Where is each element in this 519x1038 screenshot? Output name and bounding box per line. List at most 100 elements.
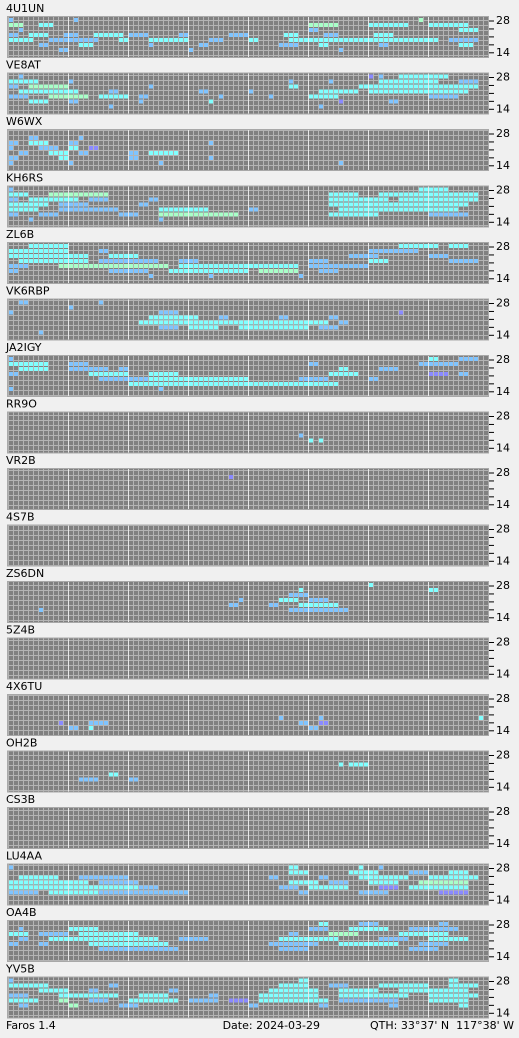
signal-cell	[154, 259, 158, 263]
band-label-bottom: 14	[496, 611, 510, 624]
signal-cell	[164, 377, 168, 381]
signal-cell	[9, 998, 13, 1003]
signal-cell	[119, 937, 123, 941]
signal-cell	[134, 259, 138, 263]
signal-cell	[164, 947, 168, 951]
signal-cell	[469, 983, 473, 988]
signal-cell	[434, 362, 438, 366]
signal-cell	[394, 249, 398, 253]
signal-cell	[84, 192, 88, 197]
signal-cell	[374, 33, 378, 37]
signal-cell	[114, 993, 118, 998]
signal-cell	[29, 998, 33, 1003]
signal-cell	[44, 146, 48, 150]
signal-cell	[439, 942, 443, 946]
signal-cell	[364, 998, 368, 1003]
signal-cell	[149, 197, 153, 202]
signal-cell	[329, 202, 333, 207]
signal-cell	[299, 721, 303, 725]
signal-cell	[474, 259, 478, 263]
signal-cell	[134, 212, 138, 217]
signal-cell	[49, 94, 53, 99]
callsign: ZL6B	[6, 228, 34, 241]
signal-cell	[19, 885, 23, 890]
signal-cell	[184, 259, 188, 263]
signal-cell	[379, 202, 383, 207]
signal-cell	[334, 372, 338, 376]
signal-cell	[329, 932, 333, 936]
signal-cell	[134, 264, 138, 268]
signal-cell	[219, 382, 223, 386]
signal-cell	[74, 890, 78, 895]
signal-cell	[89, 43, 93, 47]
signal-cell	[224, 377, 228, 381]
signal-cell	[74, 192, 78, 197]
signal-cell	[404, 993, 408, 998]
signal-cell	[44, 259, 48, 263]
signal-cell	[349, 932, 353, 936]
signal-cell	[209, 212, 213, 217]
signal-cell	[459, 192, 463, 197]
signal-cell	[254, 325, 258, 330]
signal-cell	[9, 885, 13, 890]
signal-cell	[439, 89, 443, 94]
signal-cell	[119, 1003, 123, 1008]
signal-cell	[74, 38, 78, 42]
signal-cell	[29, 880, 33, 885]
signal-cell	[59, 885, 63, 890]
signal-cell	[19, 362, 23, 366]
signal-cell	[439, 885, 443, 890]
signal-cell	[34, 84, 38, 89]
signal-cell	[354, 998, 358, 1003]
signal-cell	[434, 84, 438, 89]
signal-cell	[274, 320, 278, 325]
signal-cell	[419, 932, 423, 936]
signal-cell	[304, 593, 308, 597]
signal-cell	[209, 377, 213, 381]
signal-cell	[14, 880, 18, 885]
signal-cell	[249, 264, 253, 268]
signal-cell	[79, 367, 83, 371]
signal-cell	[154, 942, 158, 946]
signal-cell	[174, 947, 178, 951]
signal-cell	[89, 890, 93, 895]
signal-cell	[94, 721, 98, 725]
signal-cell	[54, 988, 58, 993]
signal-cell	[74, 33, 78, 37]
signal-cell	[394, 38, 398, 42]
signal-cell	[399, 249, 403, 253]
signal-cell	[19, 300, 23, 305]
signal-cell	[104, 197, 108, 202]
signal-cell	[414, 207, 418, 212]
signal-cell	[34, 202, 38, 207]
signal-cell	[339, 993, 343, 998]
signal-cell	[184, 269, 188, 273]
signal-cell	[374, 998, 378, 1003]
signal-cell	[9, 38, 13, 42]
signal-cell	[409, 927, 413, 931]
signal-cell	[54, 890, 58, 895]
signal-cell	[354, 202, 358, 207]
signal-cell	[324, 721, 328, 725]
signal-cell	[99, 94, 103, 99]
signal-cell	[459, 202, 463, 207]
signal-cell	[19, 94, 23, 99]
signal-cell	[34, 362, 38, 366]
signal-cell	[314, 726, 318, 730]
signal-cell	[59, 202, 63, 207]
signal-cell	[399, 74, 403, 79]
signal-cell	[244, 320, 248, 325]
band-label-bottom: 14	[496, 724, 510, 737]
signal-cell	[294, 598, 298, 602]
signal-cell	[249, 89, 253, 94]
signal-cell	[399, 202, 403, 207]
signal-cell	[99, 300, 103, 305]
signal-cell	[134, 377, 138, 381]
signal-cell	[304, 608, 308, 612]
signal-cell	[444, 880, 448, 885]
signal-cell	[459, 79, 463, 84]
signal-cell	[69, 89, 73, 94]
signal-cell	[39, 885, 43, 890]
signal-cell	[324, 1003, 328, 1008]
signal-cell	[254, 38, 258, 42]
